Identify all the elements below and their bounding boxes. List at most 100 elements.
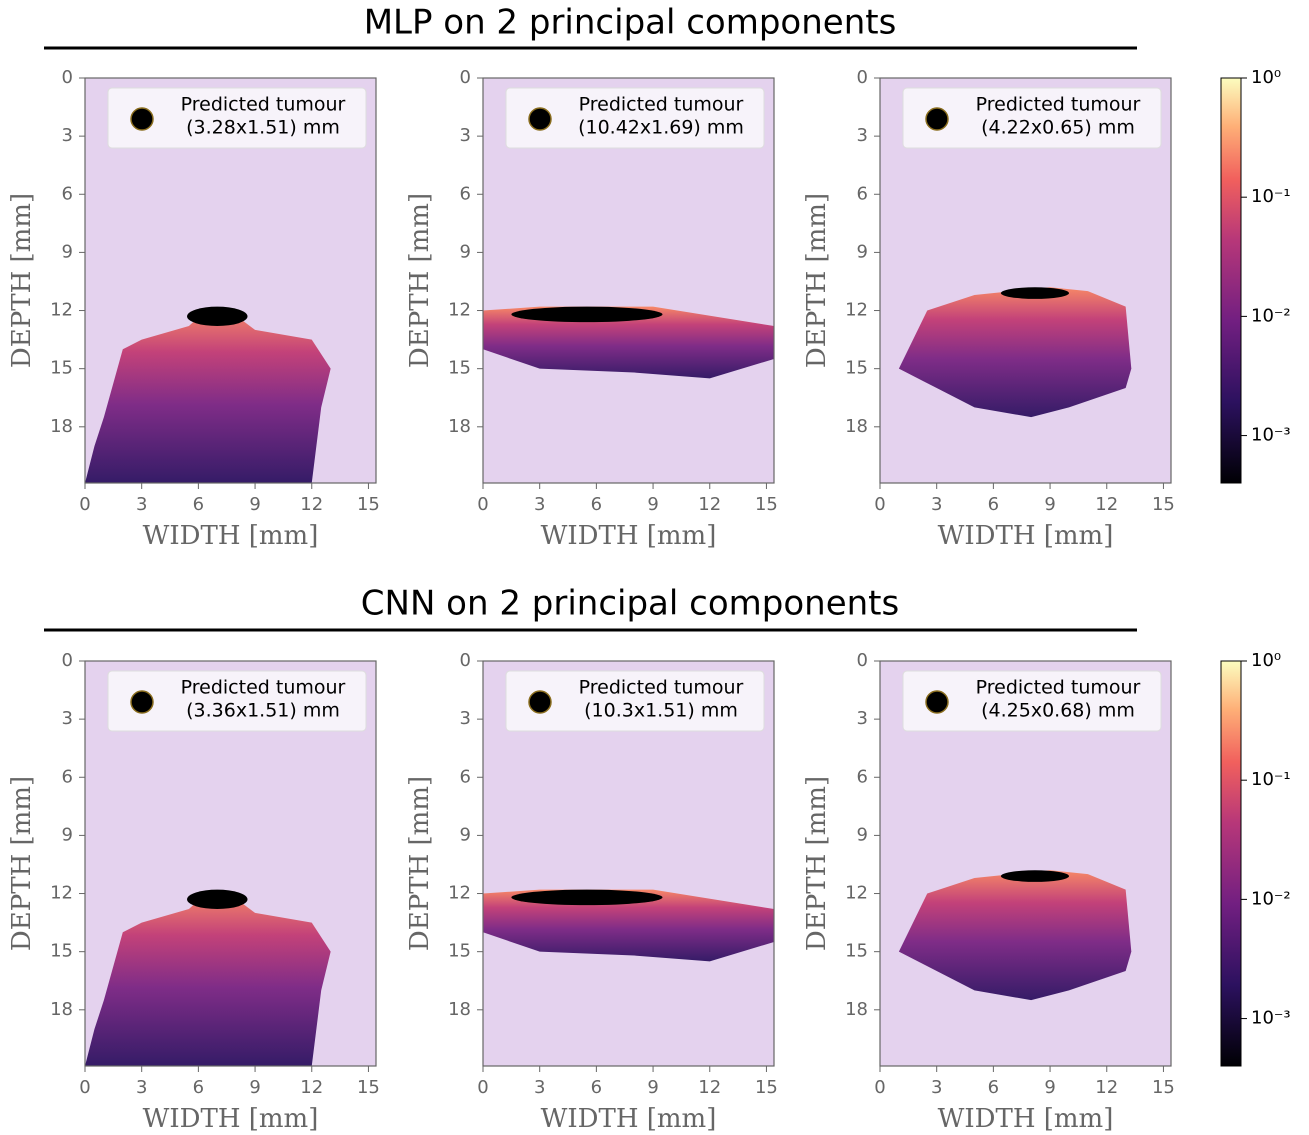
x-tick-label: 12 xyxy=(1095,1077,1118,1098)
x-axis-label: WIDTH [mm] xyxy=(541,1104,717,1134)
heatmap-panel: 0 3 6 9 12 15 0 3 6 9 12 15 18 WIDTH [mm] DEPTH [mm] Pr… xyxy=(802,67,1175,551)
x-tick-label: 3 xyxy=(136,494,147,515)
legend-label: Predicted tumour xyxy=(976,94,1141,116)
x-tick-label: 0 xyxy=(477,494,488,515)
intensity-region xyxy=(898,287,1132,418)
colorbar-tick-label: 10⁻³ xyxy=(1251,425,1291,446)
y-tick-label: 12 xyxy=(50,300,73,321)
x-tick-label: 6 xyxy=(988,1077,999,1098)
legend-box xyxy=(902,670,1162,732)
intensity-region xyxy=(483,306,774,379)
tumour-region xyxy=(187,306,248,327)
intensity-region xyxy=(483,889,774,962)
y-tick-label: 15 xyxy=(448,358,471,379)
x-tick-label: 12 xyxy=(698,494,721,515)
legend-marker xyxy=(925,690,949,714)
colorbar-tick-label: 10⁻¹ xyxy=(1251,769,1291,790)
tumour-region xyxy=(511,306,663,323)
legend-label: Predicted tumour xyxy=(579,677,744,699)
y-tick-label: 15 xyxy=(448,941,471,962)
y-tick-label: 0 xyxy=(857,650,868,671)
x-tick-label: 6 xyxy=(988,494,999,515)
x-tick-label: 0 xyxy=(79,1077,90,1098)
x-tick-label: 12 xyxy=(300,1077,323,1098)
plot-frame xyxy=(482,77,775,484)
x-tick-label: 3 xyxy=(931,494,942,515)
colorbar-tick-label: 10⁻¹ xyxy=(1251,186,1291,207)
x-tick-label: 3 xyxy=(534,1077,545,1098)
y-axis-label: DEPTH [mm] xyxy=(405,776,435,951)
legend-box xyxy=(505,87,765,149)
legend-label: Predicted tumour xyxy=(579,94,744,116)
x-axis-label: WIDTH [mm] xyxy=(143,1104,319,1134)
x-tick-label: 0 xyxy=(874,1077,885,1098)
figure-title: MLP on 2 principal components xyxy=(364,3,897,43)
y-axis-label: DEPTH [mm] xyxy=(7,193,37,368)
x-tick-label: 6 xyxy=(591,494,602,515)
intensity-region xyxy=(898,870,1132,1001)
x-tick-label: 6 xyxy=(193,494,204,515)
legend-box xyxy=(505,670,765,732)
intensity-region xyxy=(85,891,331,1066)
y-tick-label: 12 xyxy=(845,883,868,904)
x-tick-label: 12 xyxy=(300,494,323,515)
legend-label: (3.36x1.51) mm xyxy=(186,700,340,722)
heatmap-panel: 0 3 6 9 12 15 0 3 6 9 12 15 18 WIDTH [mm] DEPTH [mm] Pr… xyxy=(7,650,380,1134)
y-axis-label: DEPTH [mm] xyxy=(802,193,832,368)
colorbar xyxy=(1220,660,1242,1067)
y-tick-label: 3 xyxy=(857,125,868,146)
heatmap-panel: 0 3 6 9 12 15 0 3 6 9 12 15 18 WIDTH [mm] DEPTH [mm] Pr… xyxy=(802,650,1175,1134)
legend-box xyxy=(107,670,367,732)
tumour-region xyxy=(511,889,663,906)
y-tick-label: 3 xyxy=(460,708,471,729)
tumour-region xyxy=(1000,870,1069,882)
legend-label: Predicted tumour xyxy=(976,677,1141,699)
y-tick-label: 3 xyxy=(460,125,471,146)
x-tick-label: 9 xyxy=(647,494,658,515)
x-tick-label: 6 xyxy=(193,1077,204,1098)
x-tick-label: 3 xyxy=(136,1077,147,1098)
legend-label: (3.28x1.51) mm xyxy=(186,117,340,139)
y-tick-label: 3 xyxy=(857,708,868,729)
y-tick-label: 9 xyxy=(62,241,73,262)
x-tick-label: 9 xyxy=(647,1077,658,1098)
y-tick-label: 18 xyxy=(448,416,471,437)
legend-label: (10.42x1.69) mm xyxy=(578,117,744,139)
x-tick-label: 15 xyxy=(357,494,380,515)
legend-label: Predicted tumour xyxy=(181,94,346,116)
y-tick-label: 0 xyxy=(460,67,471,88)
y-tick-label: 18 xyxy=(845,416,868,437)
x-tick-label: 15 xyxy=(755,1077,778,1098)
y-tick-label: 6 xyxy=(857,766,868,787)
y-tick-label: 9 xyxy=(857,241,868,262)
y-tick-label: 15 xyxy=(845,941,868,962)
y-tick-label: 0 xyxy=(857,67,868,88)
x-tick-label: 15 xyxy=(1152,1077,1175,1098)
x-tick-label: 12 xyxy=(1095,494,1118,515)
colorbar-tick-label: 10⁰ xyxy=(1251,67,1281,88)
tumour-region xyxy=(1000,287,1069,299)
intensity-region xyxy=(85,308,331,483)
x-tick-label: 0 xyxy=(874,494,885,515)
x-tick-label: 15 xyxy=(357,1077,380,1098)
legend-box xyxy=(107,87,367,149)
plot-frame xyxy=(482,660,775,1067)
legend-label: Predicted tumour xyxy=(181,677,346,699)
x-axis-label: WIDTH [mm] xyxy=(938,1104,1114,1134)
plot-frame xyxy=(84,77,377,484)
heatmap-panel: 0 3 6 9 12 15 0 3 6 9 12 15 18 WIDTH [mm] DEPTH [mm] Pr… xyxy=(405,67,778,551)
y-axis-label: DEPTH [mm] xyxy=(802,776,832,951)
y-tick-label: 0 xyxy=(460,650,471,671)
y-tick-label: 18 xyxy=(50,416,73,437)
legend-marker xyxy=(528,690,552,714)
legend-marker xyxy=(925,107,949,131)
y-tick-label: 18 xyxy=(448,999,471,1020)
figure-title: CNN on 2 principal components xyxy=(361,584,899,624)
x-tick-label: 9 xyxy=(249,494,260,515)
x-tick-label: 9 xyxy=(1044,1077,1055,1098)
y-tick-label: 9 xyxy=(460,824,471,845)
colorbar-tick-label: 10⁻³ xyxy=(1251,1008,1291,1029)
heatmap-panel: 0 3 6 9 12 15 0 3 6 9 12 15 18 WIDTH [mm] DEPTH [mm] Pr… xyxy=(7,67,380,551)
y-tick-label: 18 xyxy=(50,999,73,1020)
